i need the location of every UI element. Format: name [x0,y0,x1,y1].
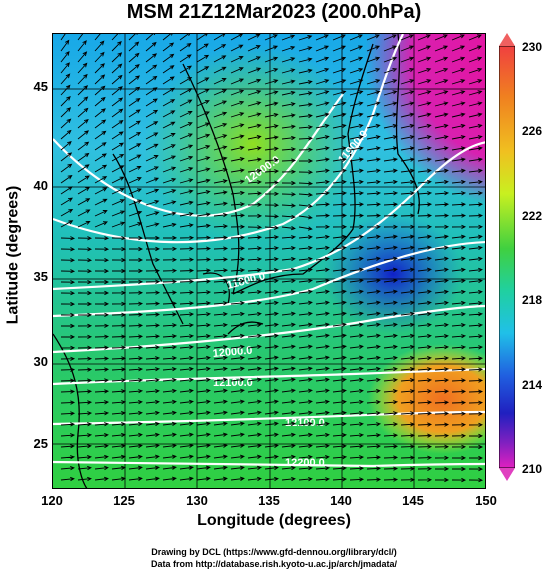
y-tick: 25 [33,436,48,451]
x-tick: 125 [113,493,135,508]
colorbar [499,46,515,468]
y-tick: 45 [33,79,48,94]
colorbar-tick: 210 [522,462,543,476]
colorbar-tick: 222 [522,209,543,223]
colorbar-tick: 230 [522,40,543,54]
x-tick: 120 [41,493,63,508]
x-axis-label: Longitude (degrees) [197,512,351,529]
credit-data: Data from http://database.rish.kyoto-u.a… [150,559,398,569]
x-tick: 140 [330,493,352,508]
y-axis-label: Latitude (degrees) [4,185,22,325]
map-plot-area: 12000.0 11900.0 11800.0 12000.0 12100.0 … [52,33,486,489]
coastlines [53,34,420,488]
grid-lines [53,34,485,488]
colorbar-max-arrow [499,33,515,46]
chart-title: MSM 21Z12Mar2023 (200.0hPa) [126,1,422,23]
contour-label: 12100.0 [213,377,253,389]
credit-drawing: Drawing by DCL (https://www.gfd-dennou.o… [151,547,397,557]
y-tick: 35 [33,269,48,284]
contour-label: 12100.0 [285,417,325,429]
y-tick: 40 [33,178,48,193]
contour-label: 12200.0 [285,457,325,469]
wind-vectors [60,34,484,483]
colorbar-tick: 226 [522,124,543,138]
x-tick: 145 [402,493,424,508]
colorbar-tick: 214 [522,378,543,392]
wind-arrow-field [60,34,484,483]
contour-label: 12000.0 [212,345,253,360]
map-svg: 12000.0 11900.0 11800.0 12000.0 12100.0 … [53,34,485,488]
x-tick: 130 [186,493,208,508]
colorbar-min-arrow [499,468,515,481]
colorbar-tick: 218 [522,293,543,307]
y-tick: 30 [33,354,48,369]
x-tick: 150 [475,493,497,508]
x-tick: 135 [258,493,280,508]
